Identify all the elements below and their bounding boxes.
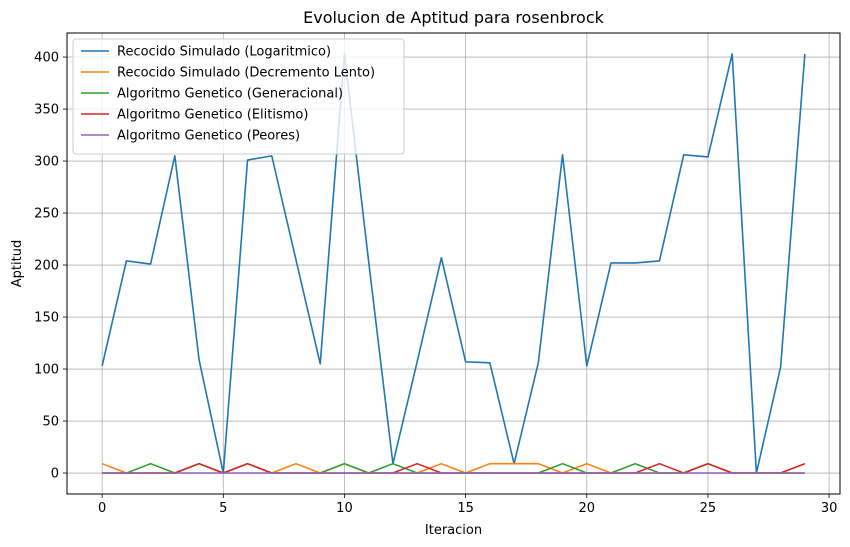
legend-label: Recocido Simulado (Logaritmico) — [117, 45, 331, 60]
y-tick-label: 250 — [34, 207, 59, 222]
x-tick-label: 25 — [700, 501, 717, 516]
x-tick-label: 30 — [821, 501, 838, 516]
y-axis-label: Aptitud — [10, 240, 25, 287]
legend: Recocido Simulado (Logaritmico) Recocido … — [72, 38, 405, 155]
series-lines — [101, 53, 806, 474]
x-tick-label: 20 — [579, 501, 596, 516]
y-tick-label: 350 — [34, 103, 59, 118]
x-tick-label: 0 — [98, 501, 106, 516]
y-tick-label: 200 — [34, 259, 59, 274]
plot-area-frame — [66, 32, 841, 495]
y-tick-label: 300 — [34, 155, 59, 170]
y-tick-label: 150 — [34, 311, 59, 326]
y-tick-label: 100 — [34, 363, 59, 378]
y-tick-label: 400 — [34, 51, 59, 66]
x-tick-label: 15 — [457, 501, 474, 516]
series-line-2 — [101, 462, 806, 474]
x-tick-label: 10 — [336, 501, 353, 516]
x-axis-label: Iteracion — [425, 523, 482, 538]
y-tick-label: 50 — [42, 415, 59, 430]
x-tick-label: 5 — [219, 501, 227, 516]
chart-title: Evolucion de Aptitud para rosenbrock — [303, 8, 605, 27]
legend-label: Algoritmo Genetico (Elitismo) — [117, 108, 308, 123]
grid — [67, 33, 840, 494]
legend-label: Algoritmo Genetico (Generacional) — [117, 87, 343, 102]
series-line-1 — [101, 53, 806, 474]
legend-label: Recocido Simulado (Decremento Lento) — [117, 66, 375, 81]
legend-label: Algoritmo Genetico (Peores) — [117, 129, 300, 144]
legend-box — [72, 38, 405, 155]
y-tick-label: 0 — [51, 467, 59, 482]
